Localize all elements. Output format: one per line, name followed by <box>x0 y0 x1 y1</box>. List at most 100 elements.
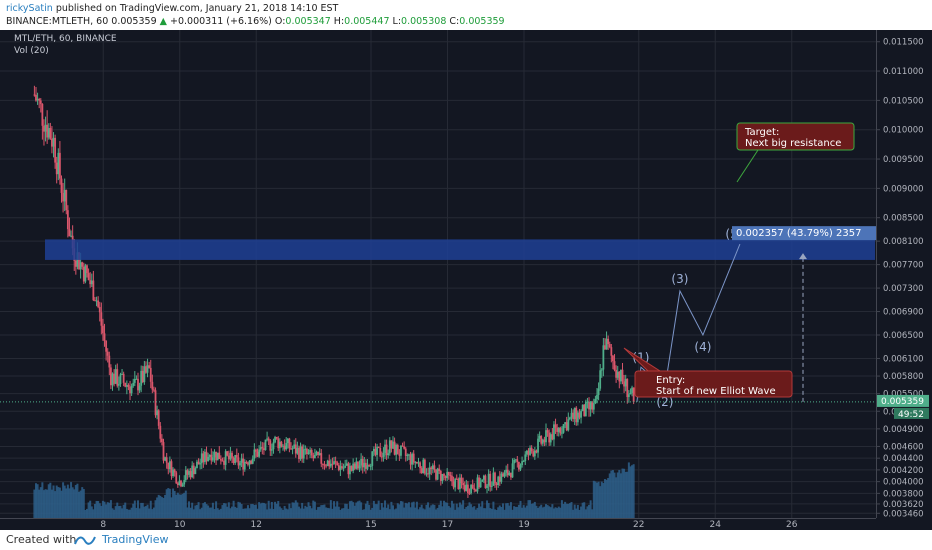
candle-body <box>266 438 268 440</box>
candle-body <box>457 478 460 490</box>
candle-body <box>543 439 546 443</box>
tradingview-brand[interactable]: TradingView <box>102 533 169 546</box>
volume-bar <box>356 501 359 518</box>
volume-bar <box>159 495 162 518</box>
wave-label: (4) <box>694 340 711 354</box>
volume-bar <box>380 503 383 518</box>
volume-bar <box>387 504 390 518</box>
volume-bar <box>438 504 441 518</box>
volume-bar <box>68 488 71 518</box>
volume-bar <box>607 478 610 518</box>
volume-bar <box>578 509 581 518</box>
volume-bar <box>186 507 189 518</box>
volume-bar <box>511 509 514 518</box>
volume-bar <box>136 500 139 518</box>
candle-body <box>117 384 120 386</box>
candle-body <box>522 461 525 463</box>
time-tick-label: 8 <box>100 520 106 530</box>
volume-bar <box>90 506 93 518</box>
candle-body <box>326 460 329 467</box>
volume-bar <box>508 505 511 518</box>
candle-body <box>605 338 608 350</box>
volume-bar <box>560 500 563 518</box>
volume-bar <box>345 503 348 518</box>
candle-body <box>492 472 495 486</box>
candle-body <box>221 460 224 462</box>
time-axis-ticks: 8 10 12 15 17 19 22 24 26 <box>100 520 797 530</box>
volume-bar <box>517 504 520 518</box>
candle-body <box>200 453 203 464</box>
candle-body <box>347 463 350 475</box>
entry-callout[interactable]: Entry: Start of new Elliot Wave <box>623 347 793 398</box>
candle-body <box>344 465 347 468</box>
volume-bar <box>509 502 512 518</box>
up-arrow-icon: ▲ <box>159 16 167 27</box>
price-chart[interactable]: (1)(2)(3)(4)(5) 0.002357 (43.79%) 2357 T… <box>0 30 932 530</box>
candle-body <box>519 465 522 470</box>
candle-body <box>597 388 600 395</box>
volume-bar <box>417 509 420 518</box>
candle-body <box>524 454 527 462</box>
volume-bar <box>250 504 253 518</box>
volume-bar <box>411 502 414 518</box>
volume-bar <box>261 502 264 518</box>
price-tick-label: 0.003800 <box>883 489 924 499</box>
candle-body <box>89 280 92 285</box>
candle-body <box>124 382 127 387</box>
volume-bar <box>444 502 447 518</box>
candle-body <box>481 479 484 482</box>
volume-bar <box>133 500 136 518</box>
volume-bar <box>221 505 224 518</box>
volume-bar <box>568 503 571 518</box>
volume-bar <box>114 506 117 518</box>
candle-body <box>199 463 202 465</box>
candle-body <box>325 465 327 467</box>
candle-body <box>95 300 98 302</box>
volume-bar <box>294 500 297 518</box>
volume-bar <box>521 507 524 518</box>
candle-body <box>231 452 233 458</box>
candle-body <box>291 448 294 450</box>
price-tick-label: 0.008100 <box>883 237 924 247</box>
price-axis[interactable] <box>876 30 932 530</box>
candle-body <box>624 378 627 387</box>
candle-body <box>584 402 587 417</box>
volume-bar <box>535 505 538 518</box>
volume-bar <box>562 503 565 518</box>
candle-body <box>154 390 157 416</box>
volume-bar <box>328 508 331 518</box>
volume-bar <box>522 505 525 518</box>
volume-bar <box>580 506 583 518</box>
volume-bar <box>559 507 562 518</box>
price-tick-label: 0.011500 <box>883 38 924 48</box>
target-callout[interactable]: Target: Next big resistance <box>736 122 855 183</box>
volume-bar <box>428 507 431 518</box>
candle-body <box>573 407 576 420</box>
volume-bar <box>337 506 340 518</box>
volume-bar <box>433 504 436 518</box>
candle-body <box>537 438 539 453</box>
candle-body <box>527 450 530 455</box>
candle-body <box>208 454 211 457</box>
candle-body <box>631 387 633 393</box>
volume-bar <box>514 506 517 518</box>
volume-bar <box>476 507 479 518</box>
candle-body <box>412 453 415 463</box>
volume-bar <box>264 503 267 518</box>
candle-body <box>551 434 554 440</box>
candle-body <box>431 465 434 470</box>
volume-bar <box>353 505 356 518</box>
volume-bar <box>184 490 187 518</box>
volume-bar <box>254 504 257 518</box>
candle-body <box>296 447 299 454</box>
candle-body <box>553 424 555 440</box>
entry-title: Entry: <box>656 375 685 386</box>
author-link[interactable]: rickySatin <box>6 3 53 14</box>
volume-bar <box>283 505 286 518</box>
candle-body <box>78 252 80 270</box>
candle-body <box>470 484 472 494</box>
volume-bar <box>344 503 347 518</box>
volume-bar <box>573 504 576 518</box>
candle-body <box>583 404 586 417</box>
candle-body <box>302 449 305 459</box>
